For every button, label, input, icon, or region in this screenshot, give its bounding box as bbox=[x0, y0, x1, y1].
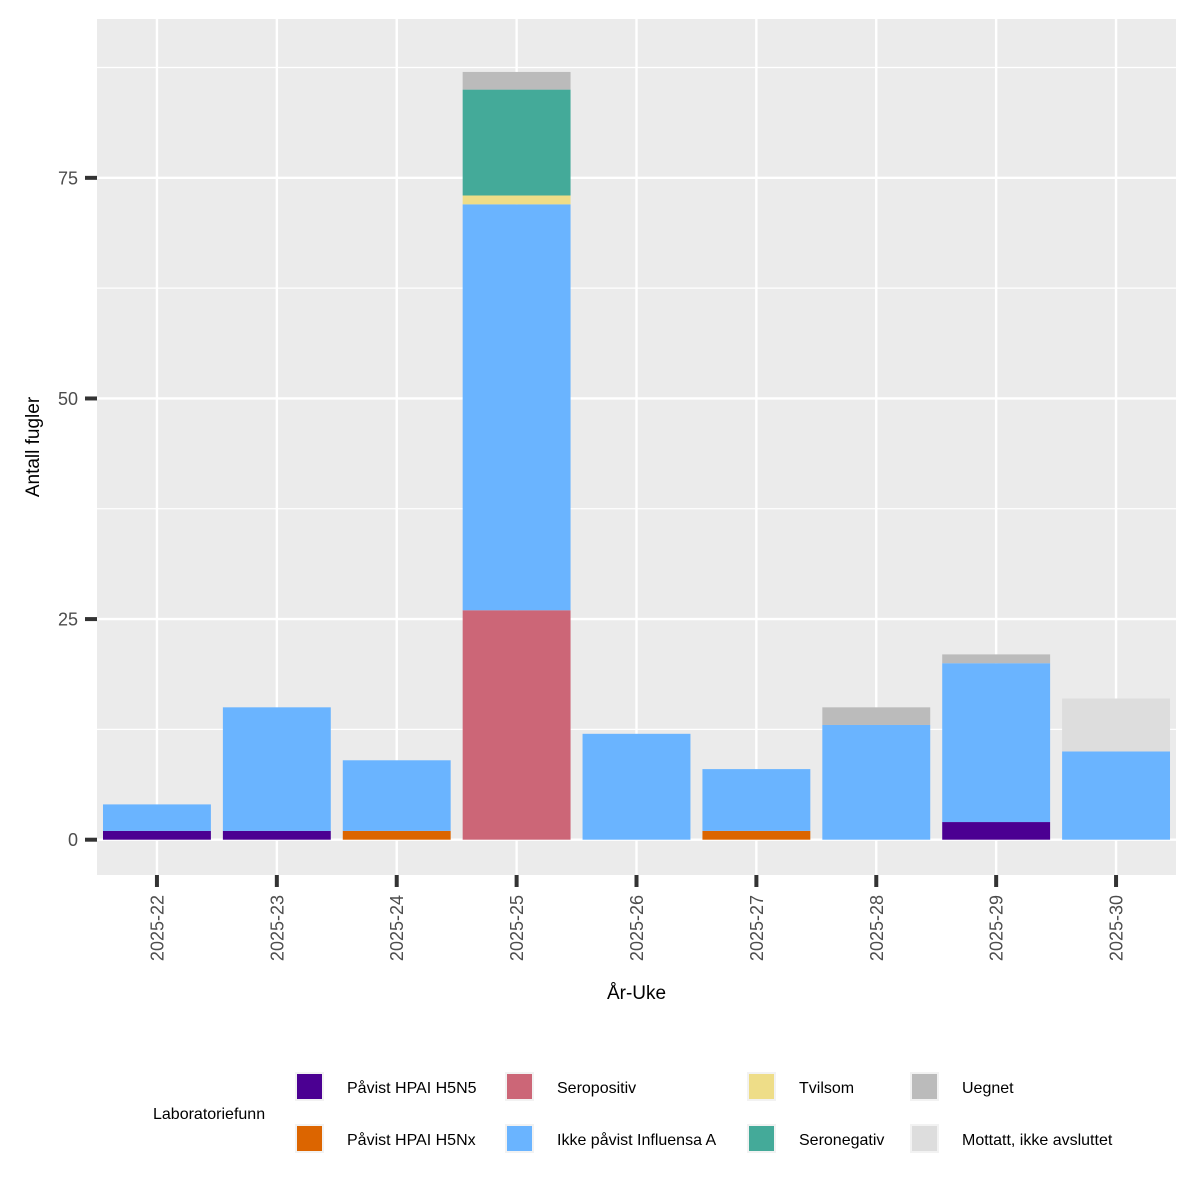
legend-title: Laboratoriefunn bbox=[153, 1106, 265, 1123]
bar-segment bbox=[822, 707, 931, 725]
legend: Laboratoriefunn Påvist HPAI H5N5 Påvist H… bbox=[153, 1072, 1113, 1153]
bar-segment bbox=[702, 769, 811, 831]
x-tick-label: 2025-27 bbox=[747, 895, 767, 961]
legend-key bbox=[749, 1126, 774, 1151]
bar-segment bbox=[942, 663, 1051, 823]
y-tick-label: 75 bbox=[58, 168, 78, 188]
legend-label: Påvist HPAI H5N5 bbox=[347, 1079, 477, 1097]
y-tick-label: 50 bbox=[58, 389, 78, 409]
bar-segment bbox=[342, 830, 451, 840]
y-tick-label: 25 bbox=[58, 610, 78, 630]
bar-segment bbox=[942, 654, 1051, 664]
legend-label: Uegnet bbox=[962, 1080, 1014, 1097]
legend-label: Ikke påvist Influensa A bbox=[557, 1131, 717, 1149]
legend-key bbox=[297, 1074, 322, 1099]
bar-segment bbox=[462, 89, 571, 196]
x-tick-label: 2025-25 bbox=[507, 895, 527, 961]
bar-segment bbox=[222, 830, 331, 840]
legend-key bbox=[912, 1126, 937, 1151]
bar-segment bbox=[342, 760, 451, 831]
x-tick-label: 2025-24 bbox=[387, 895, 407, 961]
bar-segment bbox=[102, 804, 211, 831]
legend-label: Tvilsom bbox=[799, 1080, 854, 1097]
x-axis-title: År-Uke bbox=[607, 983, 666, 1004]
legend-key bbox=[507, 1074, 532, 1099]
legend-key bbox=[507, 1126, 532, 1151]
legend-label: Seropositiv bbox=[557, 1080, 636, 1097]
x-tick-label: 2025-26 bbox=[627, 895, 647, 961]
bar-segment bbox=[462, 204, 571, 611]
x-tick-label: 2025-29 bbox=[987, 895, 1007, 961]
y-axis-title: Antall fugler bbox=[23, 396, 44, 497]
bar-segment bbox=[822, 724, 931, 840]
bar-segment bbox=[462, 71, 571, 90]
y-tick-label: 0 bbox=[68, 830, 78, 850]
bar-segment bbox=[462, 195, 571, 205]
bar-segment bbox=[102, 830, 211, 840]
bar-segment bbox=[1062, 698, 1171, 752]
bar-segment bbox=[1062, 751, 1171, 840]
x-tick-label: 2025-22 bbox=[147, 895, 167, 961]
y-axis: 0 25 50 75 bbox=[58, 168, 97, 850]
legend-label: Påvist HPAI H5Nx bbox=[347, 1131, 476, 1149]
bar-segment bbox=[702, 830, 811, 840]
bar-segment bbox=[582, 733, 691, 840]
legend-label: Mottatt, ikke avsluttet bbox=[962, 1132, 1113, 1149]
bar-segment bbox=[462, 610, 571, 840]
legend-label: Seronegativ bbox=[799, 1132, 884, 1149]
legend-key bbox=[749, 1074, 774, 1099]
x-tick-label: 2025-30 bbox=[1107, 895, 1127, 961]
bar-segment bbox=[222, 707, 331, 831]
bars bbox=[102, 71, 1171, 840]
x-tick-label: 2025-23 bbox=[267, 895, 287, 961]
x-tick-label: 2025-28 bbox=[867, 895, 887, 961]
x-axis: 2025-22 2025-23 2025-24 2025-25 2025-26 2025-… bbox=[147, 875, 1127, 961]
legend-key bbox=[912, 1074, 937, 1099]
legend-key bbox=[297, 1126, 322, 1151]
bar-segment bbox=[942, 822, 1051, 840]
